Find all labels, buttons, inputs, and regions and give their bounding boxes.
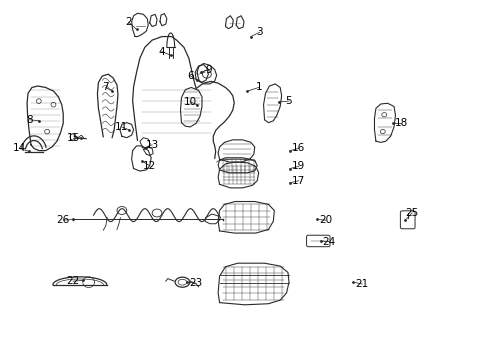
Text: 19: 19 — [292, 161, 305, 171]
Text: 16: 16 — [292, 143, 305, 153]
Text: 7: 7 — [102, 82, 109, 93]
Text: 4: 4 — [159, 46, 165, 57]
Text: 17: 17 — [292, 176, 305, 186]
Text: 8: 8 — [26, 115, 33, 125]
Text: 13: 13 — [146, 140, 159, 150]
Text: 12: 12 — [143, 161, 156, 171]
Text: 22: 22 — [66, 276, 80, 286]
Text: 2: 2 — [125, 17, 132, 27]
Text: 21: 21 — [356, 279, 369, 289]
Text: 15: 15 — [66, 133, 80, 143]
Text: 6: 6 — [187, 71, 194, 81]
Text: 23: 23 — [190, 278, 203, 288]
Text: 20: 20 — [319, 215, 332, 225]
Text: 25: 25 — [406, 208, 419, 218]
Text: 10: 10 — [184, 97, 197, 107]
Text: 11: 11 — [115, 122, 128, 132]
Text: 1: 1 — [255, 82, 262, 93]
Text: 18: 18 — [395, 118, 408, 128]
Text: 5: 5 — [286, 96, 293, 106]
Text: 24: 24 — [322, 237, 336, 247]
Text: 14: 14 — [13, 143, 26, 153]
Text: 3: 3 — [256, 27, 263, 37]
Text: 9: 9 — [205, 64, 212, 75]
Text: 26: 26 — [57, 215, 70, 225]
